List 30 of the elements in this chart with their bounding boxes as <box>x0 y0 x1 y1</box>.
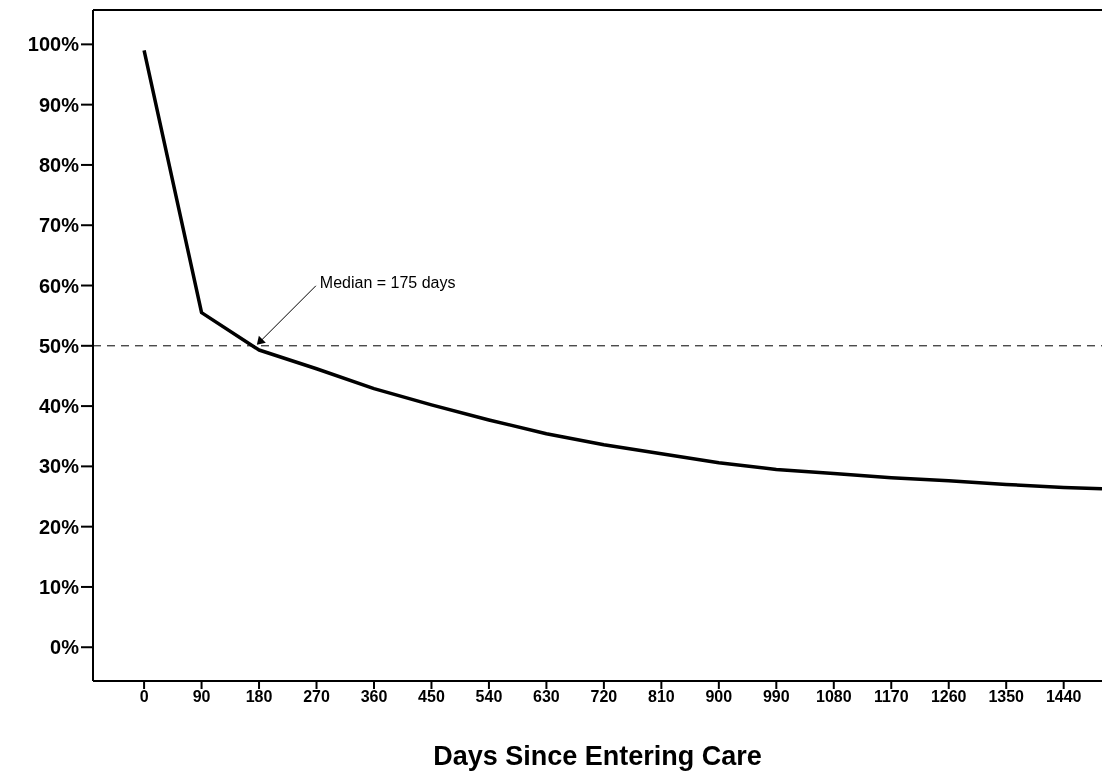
x-tick-label: 360 <box>360 688 388 706</box>
x-tick-label: 540 <box>475 688 503 706</box>
x-tick-label: 1170 <box>873 688 909 706</box>
y-tick-label: 90% <box>38 93 80 116</box>
x-tick-label: 990 <box>762 688 790 706</box>
y-tick-label: 50% <box>38 334 80 357</box>
x-tick-label: 720 <box>590 688 618 706</box>
x-tick-label: 90 <box>192 688 211 706</box>
x-tick-label: 630 <box>533 688 560 706</box>
y-tick-label: 60% <box>38 274 80 297</box>
x-tick-label: 1440 <box>1045 688 1082 706</box>
x-tick-label: 1350 <box>988 688 1025 706</box>
y-tick-label: 30% <box>38 455 80 478</box>
x-tick-label: 810 <box>648 688 675 706</box>
x-tick-label: 900 <box>705 688 733 706</box>
y-tick-label: 0% <box>50 636 80 659</box>
y-tick-label: 70% <box>38 214 80 237</box>
y-tick-label: 10% <box>38 576 80 599</box>
x-tick-label: 450 <box>418 688 445 706</box>
x-tick-label: 180 <box>245 688 273 706</box>
x-tick-label: 1260 <box>930 688 967 706</box>
x-tick-label: 0 <box>139 688 149 706</box>
y-tick-label: 20% <box>38 515 80 538</box>
x-tick-label: 1080 <box>815 688 852 706</box>
y-tick-label: 100% <box>27 33 80 56</box>
annotation: Median = 175 days <box>319 274 456 292</box>
y-tick-label: 80% <box>38 154 80 177</box>
y-tick-label: 40% <box>38 395 80 418</box>
x-tick-label: 270 <box>303 688 330 706</box>
x-axis-title: Days Since Entering Care <box>433 741 762 771</box>
